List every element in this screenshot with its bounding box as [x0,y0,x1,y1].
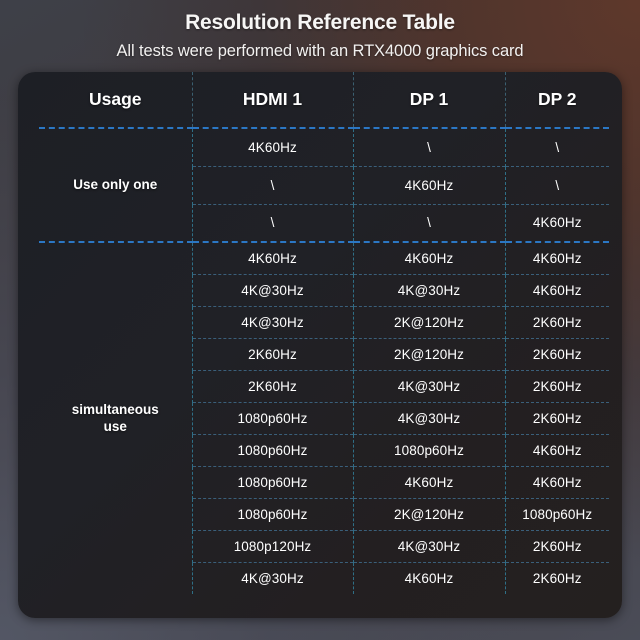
table-header-row: Usage HDMI 1 DP 1 DP 2 [39,72,609,128]
table-row: 1080p60Hz 4K60Hz 4K60Hz [39,465,609,498]
cell-dp2: \ [504,127,609,166]
table-row: 1080p60Hz 1080p60Hz 4K60Hz [39,433,609,466]
cell-dp1: \ [352,127,505,166]
table-row: 2K60Hz 2K@120Hz 2K60Hz [39,337,609,370]
resolution-reference-table: Usage HDMI 1 DP 1 DP 2 Use only one 4K60H… [39,72,609,594]
cell-hdmi1: 4K60Hz [191,241,353,274]
cell-hdmi1: 1080p60Hz [191,497,353,530]
cell-dp2: 4K60Hz [504,433,609,466]
cell-dp2: 2K60Hz [504,401,609,434]
cell-hdmi1: \ [191,165,353,204]
table-row: \ 4K60Hz \ [39,165,609,204]
cell-hdmi1: 4K@30Hz [191,561,353,594]
cell-dp1: 4K@30Hz [352,529,505,562]
cell-dp2: 1080p60Hz [504,497,609,530]
cell-dp1: 2K@120Hz [352,305,505,338]
table-row: 1080p60Hz 2K@120Hz 1080p60Hz [39,497,609,530]
column-header-dp2: DP 2 [504,72,609,128]
cell-hdmi1: 1080p60Hz [191,401,353,434]
column-header-usage: Usage [88,89,142,109]
cell-dp1: 4K60Hz [352,165,505,204]
cell-hdmi1: 4K@30Hz [191,305,353,338]
cell-dp1: 4K@30Hz [352,401,505,434]
cell-dp1: 2K@120Hz [352,337,505,370]
cell-dp1: 4K@30Hz [352,273,505,306]
cell-dp1: 4K60Hz [352,561,505,594]
cell-dp2: 2K60Hz [504,305,609,338]
table-row: simultaneous use 4K60Hz 4K60Hz 4K60Hz [39,241,609,594]
cell-dp1: \ [352,203,505,242]
cell-dp2: 4K60Hz [504,241,609,274]
cell-hdmi1: \ [191,203,353,242]
cell-dp1: 4K60Hz [352,465,505,498]
table-row: 4K@30Hz 4K@30Hz 4K60Hz [39,273,609,306]
cell-dp1: 1080p60Hz [352,433,505,466]
cell-dp2: 4K60Hz [504,203,609,242]
cell-dp1: 4K60Hz [352,241,505,274]
header-block: Resolution Reference Table All tests wer… [0,0,640,72]
cell-dp2: 2K60Hz [504,529,609,562]
table-row: 4K@30Hz 4K60Hz 2K60Hz [39,561,609,594]
cell-dp2: \ [504,165,609,204]
cell-hdmi1: 2K60Hz [191,369,353,402]
table-header: Usage HDMI 1 DP 1 DP 2 [39,72,609,128]
cell-hdmi1: 1080p60Hz [191,465,353,498]
column-header-dp1: DP 1 [352,72,505,128]
table-card: Usage HDMI 1 DP 1 DP 2 Use only one 4K60H… [18,72,622,618]
cell-dp1: 4K@30Hz [352,369,505,402]
column-header-hdmi1: HDMI 1 [191,72,353,128]
section-label: simultaneous use [39,241,192,594]
cell-hdmi1: 2K60Hz [191,337,353,370]
table-row: 1080p120Hz 4K@30Hz 2K60Hz [39,529,609,562]
cell-dp2: 2K60Hz [504,369,609,402]
cell-hdmi1: 1080p60Hz [191,433,353,466]
cell-hdmi1: 1080p120Hz [191,529,353,562]
table-row: 2K60Hz 4K@30Hz 2K60Hz [39,369,609,402]
table-body: Use only one 4K60Hz \ \ \ 4K60Hz \ \ \ 4K60Hz simu… [39,127,609,594]
cell-dp2: 4K60Hz [504,273,609,306]
table-row: \ \ 4K60Hz [39,203,609,242]
table-row: Use only one 4K60Hz \ \ [39,127,609,242]
cell-dp2: 2K60Hz [504,337,609,370]
table-row: 4K@30Hz 2K@120Hz 2K60Hz [39,305,609,338]
cell-dp2: 4K60Hz [504,465,609,498]
cell-dp2: 2K60Hz [504,561,609,594]
section-label: Use only one [39,127,192,242]
page-title: Resolution Reference Table [185,11,455,34]
cell-dp1: 2K@120Hz [352,497,505,530]
table-row: 1080p60Hz 4K@30Hz 2K60Hz [39,401,609,434]
page-subtitle: All tests were performed with an RTX4000… [116,42,524,60]
section-label-line2: use [103,418,127,434]
cell-hdmi1: 4K60Hz [191,127,353,166]
section-label-line1: simultaneous [71,402,159,418]
cell-hdmi1: 4K@30Hz [191,273,353,306]
